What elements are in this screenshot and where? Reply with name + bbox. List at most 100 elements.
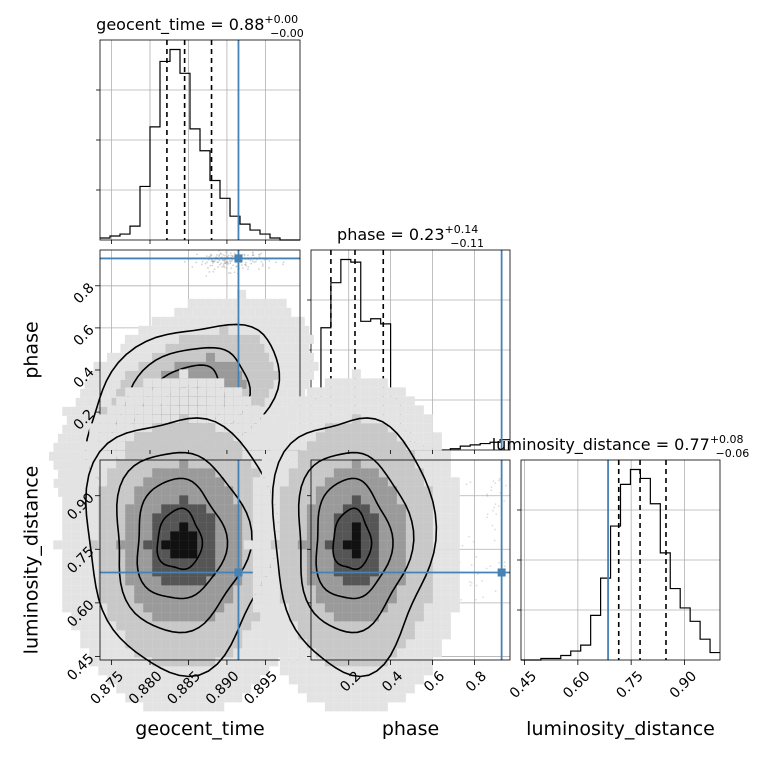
histogram-panel-luminosity_distance xyxy=(517,459,721,661)
density-cell xyxy=(201,307,211,317)
density-cell xyxy=(152,459,162,469)
density-cell xyxy=(98,630,108,640)
density-cell xyxy=(62,522,72,532)
density-cell xyxy=(170,468,180,478)
density-cell xyxy=(134,693,144,703)
density-cell xyxy=(143,432,153,442)
density-cell xyxy=(179,378,189,388)
density-cell xyxy=(188,495,198,505)
density-cell xyxy=(160,352,170,362)
density-cell xyxy=(242,495,252,505)
density-cell xyxy=(188,459,198,469)
density-cell xyxy=(170,549,180,559)
density-cell xyxy=(215,630,225,640)
density-cell xyxy=(161,603,171,613)
density-cell xyxy=(152,558,162,568)
density-cell xyxy=(89,477,99,487)
density-cell xyxy=(215,666,225,676)
truth-marker xyxy=(234,254,243,263)
density-cell xyxy=(215,486,225,496)
density-cell xyxy=(188,450,198,460)
density-cell xyxy=(170,702,180,712)
density-cell xyxy=(170,450,180,460)
density-cell xyxy=(255,361,265,371)
density-cell xyxy=(111,379,121,389)
density-cell xyxy=(304,334,314,344)
density-cell xyxy=(143,495,153,505)
sample-point xyxy=(213,268,216,271)
density-cell xyxy=(179,387,189,397)
density-cell xyxy=(251,639,261,649)
density-cell xyxy=(161,621,171,631)
density-cell xyxy=(116,459,126,469)
density-cell xyxy=(264,325,274,335)
density-cell xyxy=(269,388,279,398)
density-cell xyxy=(80,477,90,487)
density-cell xyxy=(62,576,72,586)
density-cell xyxy=(197,468,207,478)
density-cell xyxy=(170,657,180,667)
density-cell xyxy=(125,630,135,640)
density-cell xyxy=(206,522,216,532)
density-cell xyxy=(143,468,153,478)
sample-point xyxy=(231,255,234,257)
density-cell xyxy=(268,334,278,344)
density-cell xyxy=(224,693,234,703)
density-cell xyxy=(224,675,234,685)
density-cell xyxy=(196,316,206,326)
density-cell xyxy=(152,441,162,451)
density-cell xyxy=(125,684,135,694)
density-cell xyxy=(116,684,126,694)
sample-point xyxy=(282,261,285,264)
sample-point xyxy=(218,255,221,258)
density-cell xyxy=(206,396,216,406)
density-cell xyxy=(251,630,261,640)
density-cell xyxy=(152,675,162,685)
sample-point xyxy=(211,262,214,264)
density-cell xyxy=(206,693,216,703)
density-cell xyxy=(170,684,180,694)
density-cell xyxy=(291,325,301,335)
density-cell xyxy=(152,504,162,514)
density-cell xyxy=(273,343,283,353)
density-cell xyxy=(188,621,198,631)
density-cell xyxy=(206,621,216,631)
density-cell xyxy=(134,630,144,640)
density-cell xyxy=(138,325,148,335)
density-cell xyxy=(242,621,252,631)
density-cell xyxy=(62,549,72,559)
density-cell xyxy=(170,531,180,541)
density-cell xyxy=(242,468,252,478)
density-cell xyxy=(282,361,292,371)
sample-point xyxy=(206,261,209,264)
density-cell xyxy=(215,531,225,541)
density-cell xyxy=(134,396,144,406)
density-cell xyxy=(179,450,189,460)
density-cell xyxy=(264,415,274,425)
density-cell xyxy=(237,325,247,335)
density-cell xyxy=(134,459,144,469)
density-cell xyxy=(107,639,117,649)
sample-point xyxy=(242,267,244,270)
density-cell xyxy=(277,298,287,308)
density-cell xyxy=(116,432,126,442)
sample-point xyxy=(209,255,212,257)
sample-point xyxy=(183,260,186,263)
density-cell xyxy=(242,450,252,460)
density-cell xyxy=(205,298,215,308)
density-cell xyxy=(228,307,238,317)
sample-point xyxy=(251,251,254,254)
density-cell xyxy=(125,513,135,523)
density-cell xyxy=(98,495,108,505)
density-cell xyxy=(143,666,153,676)
density-cell xyxy=(233,370,243,380)
density-cell xyxy=(197,387,207,397)
density-cell xyxy=(206,441,216,451)
density-cell xyxy=(125,405,135,415)
density-cell xyxy=(170,675,180,685)
density-cell xyxy=(242,522,252,532)
contour-line xyxy=(136,477,229,600)
density-cell xyxy=(161,576,171,586)
density-cell xyxy=(80,441,90,451)
density-cell xyxy=(206,387,216,397)
